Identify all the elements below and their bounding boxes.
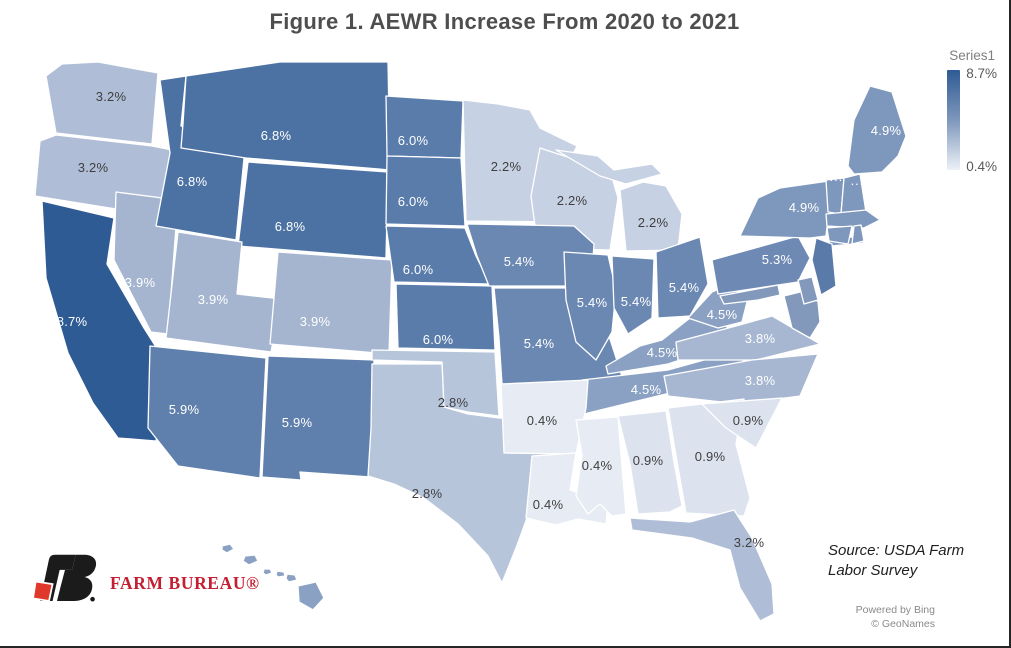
state-label-PA: 5.3%: [762, 252, 793, 267]
state-label-ND: 6.0%: [398, 133, 429, 148]
state-OH: [655, 236, 709, 319]
state-NC: [663, 353, 819, 405]
state-label-NE: 6.0%: [403, 262, 434, 277]
state-IL: [563, 251, 617, 361]
state-OK: [371, 349, 500, 417]
state-NM: [261, 355, 375, 481]
state-label-WA: 3.2%: [96, 89, 127, 104]
state-label-CO: 3.9%: [300, 314, 331, 329]
state-label-OH: 5.4%: [669, 280, 700, 295]
legend: Series1 8.7% 0.4%: [947, 48, 997, 174]
state-label-NH: ···: [850, 176, 864, 191]
state-WA: [45, 61, 159, 145]
state-MI: [555, 149, 683, 252]
state-label-TN: 4.5%: [631, 382, 662, 397]
state-label-UT: 3.9%: [198, 292, 229, 307]
farm-bureau-logo-icon: [33, 554, 97, 603]
attribution-bing: Powered by Bing: [855, 604, 935, 616]
state-DE: [797, 276, 819, 305]
state-label-AZ: 5.9%: [169, 402, 200, 417]
state-SD: [385, 155, 466, 227]
state-NJ: [811, 237, 837, 296]
state-label-OK: 2.8%: [438, 395, 469, 410]
state-label-CA: 8.7%: [57, 314, 88, 329]
state-label-WV: 4.5%: [707, 307, 738, 322]
state-label-MT: 6.8%: [261, 128, 292, 143]
state-MT: [180, 61, 391, 171]
state-AZ: [147, 345, 267, 479]
state-label-OR: 3.2%: [78, 160, 109, 175]
state-label-WY: 6.8%: [275, 219, 306, 234]
state-KS: [395, 283, 496, 351]
state-label-WI: 2.2%: [557, 193, 588, 208]
state-label-NM: 5.9%: [282, 415, 313, 430]
legend-gradient-bar: [947, 70, 961, 170]
state-label-SD: 6.0%: [398, 194, 429, 209]
chart-title: Figure 1. AEWR Increase From 2020 to 202…: [269, 9, 740, 34]
state-VA: [675, 315, 821, 361]
state-CO: [269, 251, 393, 355]
state-RI: [851, 224, 865, 245]
source-note-line1: Source: USDA Farm: [828, 542, 965, 559]
state-ME: [847, 85, 907, 175]
state-label-AR: 0.4%: [527, 413, 558, 428]
state-FL: [629, 509, 775, 622]
legend-max-label: 8.7%: [966, 66, 997, 81]
state-label-IL: 5.4%: [577, 295, 608, 310]
state-label-KY: 4.5%: [647, 345, 678, 360]
state-CT: [826, 225, 853, 245]
state-label-NV: 3.9%: [125, 275, 156, 290]
map-attribution: Powered by Bing © GeoNames: [856, 603, 935, 631]
state-label-ME: 4.9%: [871, 123, 902, 138]
state-label-KS: 6.0%: [423, 332, 454, 347]
state-ND: [385, 95, 464, 159]
state-SC: [701, 397, 783, 449]
source-note-line2: Labor Survey: [828, 562, 918, 579]
state-label-SC: 0.9%: [733, 413, 764, 428]
state-label-TX: 2.8%: [412, 486, 443, 501]
state-label-NC: 3.8%: [745, 373, 776, 388]
farm-bureau-wordmark: FARM BUREAU®: [110, 573, 260, 593]
state-label-ID: 6.8%: [177, 174, 208, 189]
state-label-MN: 2.2%: [491, 159, 522, 174]
legend-min-label: 0.4%: [966, 159, 997, 174]
state-label-NY: 4.9%: [789, 200, 820, 215]
state-WY: [237, 161, 389, 259]
attribution-geonames: © GeoNames: [871, 618, 935, 630]
state-label-VT: ···: [829, 172, 843, 187]
farm-bureau-logo: FARM BUREAU®: [33, 549, 260, 605]
state-label-MS: 0.4%: [582, 458, 613, 473]
state-label-FL: 3.2%: [734, 535, 765, 550]
state-label-MI: 2.2%: [638, 215, 669, 230]
state-PA: [711, 235, 811, 295]
state-AL: [617, 410, 683, 515]
state-label-VA: 3.8%: [745, 331, 776, 346]
state-label-IN: 5.4%: [621, 294, 652, 309]
state-MA: [825, 209, 881, 229]
legend-title: Series1: [949, 48, 995, 63]
state-label-GA: 0.9%: [695, 449, 726, 464]
state-label-AL: 0.9%: [633, 453, 664, 468]
state-IN: [611, 255, 655, 335]
state-MS: [575, 416, 627, 517]
state-label-LA: 0.4%: [533, 497, 564, 512]
state-label-IA: 5.4%: [504, 254, 535, 269]
state-label-MO: 5.4%: [524, 336, 555, 351]
source-note: Source: USDA Farm Labor Survey: [828, 541, 964, 581]
state-HI: [221, 543, 325, 611]
